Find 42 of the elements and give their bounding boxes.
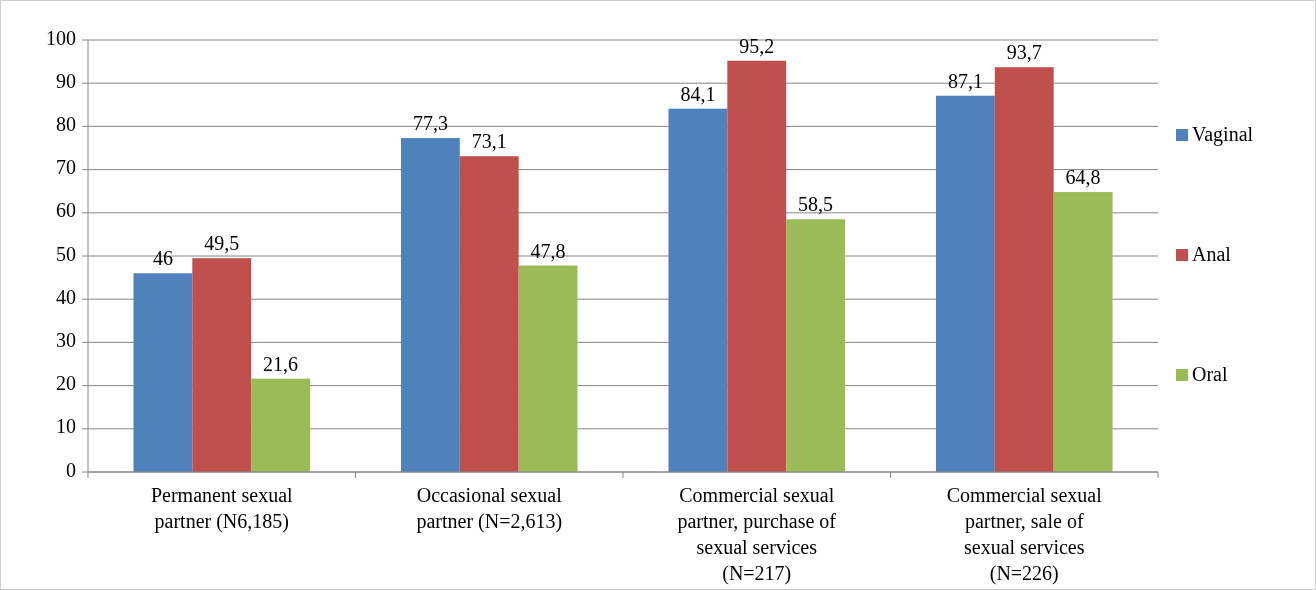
data-label: 64,8 (1065, 166, 1101, 189)
bar (192, 258, 252, 472)
data-label: 84,1 (680, 82, 716, 105)
bar (400, 138, 460, 472)
bar (133, 273, 193, 472)
y-tick-label: 40 (56, 285, 76, 308)
bar (518, 265, 578, 472)
y-tick-label: 0 (66, 458, 76, 481)
data-label: 87,1 (947, 69, 983, 92)
x-tick-label: Permanent sexual partner (N6,185) (150, 484, 293, 533)
bar (459, 156, 519, 472)
data-label: 73,1 (471, 130, 507, 153)
bar (251, 378, 311, 472)
data-label: 77,3 (412, 112, 448, 135)
data-label: 47,8 (530, 239, 566, 262)
y-tick-label: 60 (56, 199, 76, 222)
bar (668, 108, 728, 472)
data-label: 93,7 (1006, 41, 1042, 64)
y-tick-label: 70 (56, 156, 76, 179)
data-label: 46 (152, 247, 173, 270)
bar (994, 67, 1054, 472)
data-label: 21,6 (263, 352, 299, 375)
data-label: 58,5 (798, 193, 834, 216)
bar (786, 219, 846, 472)
bar (1053, 192, 1113, 472)
y-tick-label: 30 (56, 328, 76, 351)
x-tick-label: Commercial sexual partner, purchase of sexual services (N=217) (677, 484, 837, 585)
data-label: 95,2 (739, 34, 775, 57)
bar (727, 60, 787, 472)
legend-label: Vaginal (1192, 122, 1254, 146)
bar (935, 95, 995, 472)
legend-label: Anal (1192, 242, 1232, 265)
y-tick-label: 50 (56, 242, 76, 265)
y-tick-label: 100 (46, 26, 76, 49)
x-tick-label: Commercial sexual partner, sale of sexual services (N=226) (946, 484, 1103, 585)
y-tick-label: 10 (56, 415, 76, 438)
y-tick-label: 20 (56, 372, 76, 395)
legend-label: Oral (1192, 362, 1228, 385)
data-label: 49,5 (204, 232, 240, 255)
y-tick-label: 80 (56, 112, 76, 135)
x-tick-label: Occasional sexual partner (N=2,613) (416, 484, 563, 533)
y-tick-label: 90 (56, 69, 76, 92)
